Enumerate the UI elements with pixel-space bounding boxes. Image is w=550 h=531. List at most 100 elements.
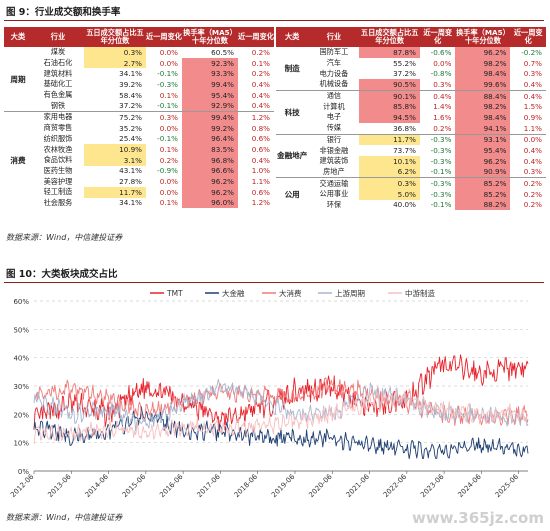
weekly-change-2-cell: 0.3% — [523, 69, 542, 79]
table-row: 美容护理 27.8% 0.0% 96.2% 1.1% — [4, 176, 274, 187]
x-tick-label: 2024-06 — [456, 472, 483, 499]
weekly-change-2-cell: 0.2% — [251, 69, 270, 79]
industry-cell: 国防军工 — [319, 47, 349, 57]
weekly-change-cell: -0.1% — [157, 69, 178, 79]
weekly-change-2-cell: 0.2% — [251, 47, 270, 57]
weekly-change-2-cell: 0.6% — [251, 187, 270, 197]
header-percentile-5y: 五日成交额占比五年分位数 — [359, 27, 420, 47]
weekly-change-2-cell: 0.3% — [523, 167, 542, 177]
industry-cell: 电力设备 — [319, 68, 349, 78]
weekly-change-cell: 0.0% — [159, 47, 178, 57]
x-tick-label: 2025-06 — [494, 472, 521, 499]
industry-cell: 医药生物 — [43, 165, 73, 175]
weekly-change-2-cell: 0.0% — [510, 133, 546, 146]
weekly-change-cell: -0.1% — [157, 101, 178, 111]
turnover-10y-cell: 96.6% — [182, 165, 238, 177]
series-line-4 — [33, 388, 529, 444]
percentile-5y-cell: 34.1% — [119, 69, 142, 79]
weekly-change-2-cell: -0.2% — [521, 47, 542, 57]
turnover-10y-cell: 99.4% — [182, 111, 238, 123]
industry-cell: 建筑材料 — [43, 68, 73, 78]
weekly-change-2-cell: 0.8% — [251, 123, 270, 133]
weekly-change-cell: 0.0% — [159, 177, 178, 187]
table-row: 农林牧渔 10.9% 0.1% 83.5% 0.6% — [4, 144, 274, 155]
weekly-change-cell: -0.1% — [157, 134, 178, 144]
weekly-change-2-cell: 1.1% — [251, 177, 270, 187]
x-tick-label: 2014-06 — [84, 472, 111, 499]
percentile-5y-cell: 37.2% — [393, 69, 416, 79]
category-cell: 周期 — [10, 74, 26, 84]
turnover-10y-cell: 95.4% — [182, 89, 238, 101]
category-cell: 消费 — [4, 111, 32, 209]
percentile-5y-cell: 73.7% — [393, 146, 416, 156]
industry-cell: 交通运输 — [308, 177, 360, 189]
percentile-5y-cell: 43.1% — [119, 166, 142, 176]
weekly-change-2-cell: 0.9% — [523, 112, 542, 122]
weekly-change-cell: -0.3% — [419, 177, 456, 189]
weekly-change-cell: -0.9% — [157, 166, 178, 176]
turnover-10y-cell: 85.2% — [455, 188, 511, 200]
x-tick-label: 2016-06 — [158, 472, 185, 499]
weekly-change-cell: 0.3% — [146, 111, 182, 123]
weekly-change-cell: 0.0% — [159, 58, 178, 68]
x-tick-label: 2020-06 — [307, 472, 334, 499]
turnover-10y-cell: 99.4% — [182, 79, 238, 90]
weekly-change-cell: -0.1% — [430, 200, 452, 210]
turnover-10y-cell: 96.8% — [182, 154, 238, 166]
industry-cell: 建筑装饰 — [319, 156, 349, 166]
percentile-5y-cell: 2.7% — [84, 57, 146, 69]
industry-cell: 家用电器 — [32, 111, 84, 123]
weekly-change-2-cell: 0.4% — [251, 101, 270, 111]
table-row: 消费 家用电器 75.2% 0.3% 99.4% 1.2% — [4, 111, 274, 209]
weekly-change-cell: 1.4% — [433, 102, 452, 112]
industry-cell: 有色金属 — [43, 90, 73, 100]
industry-cell: 汽车 — [326, 58, 342, 68]
watermark: www.365jz.com — [411, 509, 544, 527]
table-row: 有色金属 58.4% 0.1% 95.4% 0.4% — [4, 89, 274, 101]
header-turnover-10y: 换手率（MA5）十年分位数 — [455, 27, 511, 47]
turnover-10y-cell: 88.2% — [455, 199, 511, 211]
header-category: 大类 — [4, 27, 32, 47]
turnover-10y-cell: 93.1% — [455, 133, 511, 146]
percentile-5y-cell: 85.8% — [359, 101, 420, 113]
percentile-5y-cell: 6.2% — [359, 166, 420, 178]
turnover-10y-cell: 96.2% — [182, 186, 238, 198]
table-row: 社会服务 34.1% 0.1% 96.0% 1.2% — [4, 197, 274, 209]
industry-cell: 社会服务 — [43, 197, 73, 207]
header-category: 大类 — [276, 27, 309, 47]
percentile-5y-cell: 11.7% — [84, 186, 146, 198]
percentile-5y-cell: 0.3% — [84, 47, 146, 58]
header-industry: 行业 — [32, 27, 84, 47]
industry-cell: 石油石化 — [43, 58, 73, 68]
weekly-change-2-cell: 1.2% — [251, 198, 270, 208]
table-row: 机械设备 90.5% 0.3% 99.6% 0.4% — [276, 79, 546, 91]
turnover-10y-cell: 60.5% — [211, 47, 234, 57]
header-weekly-change: 近一周变化 — [419, 27, 456, 47]
table-row: 轻工制造 11.7% 0.0% 96.2% 0.6% — [4, 186, 274, 198]
industry-cell: 电子 — [326, 112, 342, 122]
weekly-change-cell: 0.3% — [433, 79, 452, 89]
weekly-change-cell: -0.3% — [430, 156, 452, 166]
table-row: 石油石化 2.7% 0.0% 92.3% 0.1% — [4, 57, 274, 69]
weekly-change-cell: 0.2% — [433, 123, 452, 133]
weekly-change-2-cell: 0.2% — [523, 200, 542, 210]
title-rule-2 — [4, 282, 544, 283]
title-rule — [4, 20, 544, 21]
table-row: 房地产 6.2% -0.1% 90.9% 0.3% — [276, 166, 546, 178]
weekly-change-cell: -0.3% — [157, 79, 178, 89]
industry-cell: 传媒 — [326, 123, 342, 133]
weekly-change-cell: -0.3% — [430, 146, 452, 156]
turnover-10y-cell: 83.5% — [182, 144, 238, 155]
turnover-10y-cell: 92.9% — [182, 100, 238, 112]
percentile-5y-cell: 40.0% — [393, 200, 416, 210]
percentile-5y-cell: 10.9% — [84, 144, 146, 155]
category-cell: 制造 — [284, 63, 300, 73]
turnover-10y-cell: 92.3% — [182, 57, 238, 69]
table-row: 周期 煤炭 0.3% 0.0% 60.5% 0.2% — [4, 47, 274, 84]
header-weekly-change: 近一周变化 — [146, 27, 182, 47]
weekly-change-2-cell: 0.4% — [523, 156, 542, 166]
table-row: 公用 交通运输 0.3% -0.3% 85.2% 0.2% — [276, 177, 546, 211]
weekly-change-cell: 0.1% — [159, 198, 178, 208]
y-tick-label: 60% — [13, 298, 29, 306]
table-row: 医药生物 43.1% -0.9% 96.6% 1.0% — [4, 165, 274, 177]
